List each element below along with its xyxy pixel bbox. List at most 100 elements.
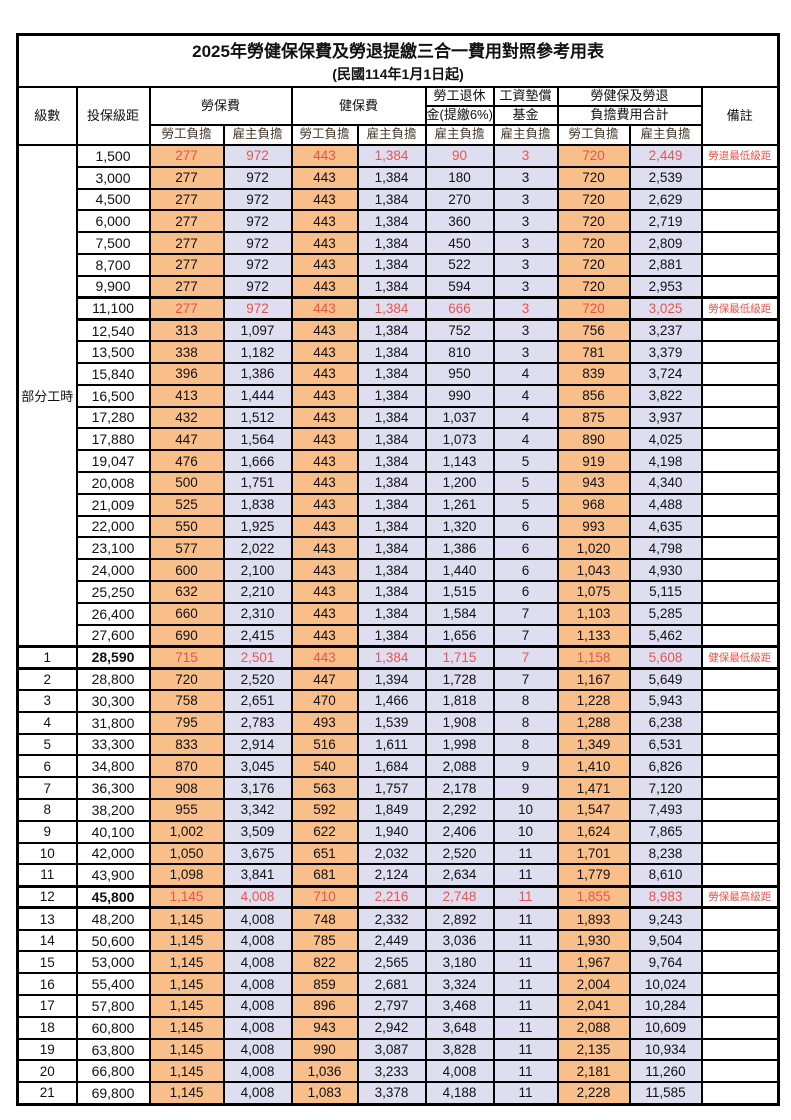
table-row: 19 63,800 1,145 4,008 990 3,087 3,828 11 2,135 10… — [16, 1037, 780, 1062]
remark-cell — [700, 754, 780, 779]
table-row: 4 31,800 795 2,783 493 1,539 1,908 8 1,288 6,238 — [16, 710, 780, 735]
health-employee-cell: 443 — [290, 187, 359, 212]
pension-employer-cell: 594 — [424, 274, 495, 299]
remark-cell: 勞保最高級距 — [700, 884, 780, 910]
salary-cell: 26,400 — [75, 601, 151, 626]
remark-cell — [700, 558, 780, 582]
pension-employer-cell: 3,828 — [424, 1037, 495, 1062]
remark-cell — [700, 1015, 780, 1040]
health-employee-cell: 443 — [290, 558, 359, 582]
remark-cell — [700, 318, 780, 343]
remark-cell — [700, 165, 780, 190]
table-row: 17,280 432 1,512 443 1,384 1,037 4 875 3,937 — [18, 405, 780, 430]
labor-employee-cell: 396 — [148, 361, 225, 386]
labor-employee-cell: 758 — [148, 688, 225, 713]
total-employer-cell: 5,285 — [628, 601, 703, 626]
labor-employee-cell: 1,145 — [148, 972, 225, 997]
pension-employer-cell: 666 — [424, 296, 495, 321]
labor-employer-cell: 2,415 — [222, 623, 293, 648]
table-row: 24,000 600 2,100 443 1,384 1,440 6 1,043 4,930 — [18, 558, 780, 582]
wage-fund-employer-cell: 11 — [492, 950, 559, 975]
table-row: 26,400 660 2,310 443 1,384 1,584 7 1,103 5,285 — [18, 601, 780, 626]
wage-fund-employer-cell: 11 — [492, 841, 559, 866]
health-employer-cell: 1,384 — [356, 361, 427, 386]
labor-employee-cell: 277 — [148, 274, 225, 299]
health-employee-cell: 443 — [290, 492, 359, 517]
pension-employer-cell: 450 — [424, 231, 495, 255]
wage-fund-employer-cell: 6 — [492, 579, 559, 604]
health-employer-cell: 1,384 — [356, 231, 427, 255]
health-employer-cell: 2,797 — [356, 994, 427, 1018]
remark-cell: 勞退最低級距 — [700, 144, 780, 168]
salary-cell: 28,590 — [75, 644, 151, 670]
total-employer-cell: 10,024 — [628, 972, 703, 997]
labor-employee-cell: 795 — [148, 710, 225, 735]
health-employer-cell: 1,384 — [356, 644, 427, 670]
salary-cell: 69,800 — [75, 1081, 151, 1106]
health-employer-cell: 2,681 — [356, 972, 427, 997]
labor-employee-cell: 1,145 — [148, 1081, 225, 1106]
total-employer-cell: 5,649 — [628, 667, 703, 691]
pension-employer-cell: 1,998 — [424, 732, 495, 757]
health-employee-cell: 443 — [290, 361, 359, 386]
level-cell: 16 — [16, 972, 78, 997]
wage-fund-employer-cell: 7 — [492, 644, 559, 670]
salary-cell: 25,250 — [75, 579, 151, 604]
health-employer-cell: 1,849 — [356, 797, 427, 822]
health-employer-cell: 1,384 — [356, 470, 427, 495]
level-cell: 6 — [16, 754, 78, 779]
labor-employee-cell: 1,145 — [148, 906, 225, 931]
total-employer-cell: 4,930 — [628, 558, 703, 582]
total-employer-cell: 10,609 — [628, 1015, 703, 1040]
labor-employer-cell: 2,651 — [222, 688, 293, 713]
health-employer-cell: 2,124 — [356, 863, 427, 888]
total-employer-cell: 7,120 — [628, 776, 703, 800]
total-employee-cell: 875 — [556, 405, 631, 430]
pension-employer-cell: 1,386 — [424, 536, 495, 561]
header-labor-employer-share: 雇主負擔 — [222, 124, 293, 146]
total-employee-cell: 2,135 — [556, 1037, 631, 1062]
salary-cell: 30,300 — [75, 688, 151, 713]
labor-employer-cell: 1,925 — [222, 514, 293, 539]
salary-cell: 20,008 — [75, 470, 151, 495]
page-subtitle: (民國114年1月1日起) — [332, 65, 464, 82]
labor-employee-cell: 413 — [148, 383, 225, 408]
health-employee-cell: 681 — [290, 863, 359, 888]
total-employee-cell: 890 — [556, 427, 631, 452]
total-employee-cell: 1,228 — [556, 688, 631, 713]
labor-employer-cell: 3,342 — [222, 797, 293, 822]
pension-employer-cell: 2,520 — [424, 841, 495, 866]
health-employee-cell: 443 — [290, 623, 359, 648]
table-row: 20 66,800 1,145 4,008 1,036 3,233 4,008 11 2,181… — [16, 1059, 780, 1084]
labor-employer-cell: 2,501 — [222, 644, 293, 670]
salary-cell: 48,200 — [75, 906, 151, 931]
total-employee-cell: 1,349 — [556, 732, 631, 757]
salary-cell: 66,800 — [75, 1059, 151, 1084]
salary-cell: 45,800 — [75, 884, 151, 910]
pension-employer-cell: 1,440 — [424, 558, 495, 582]
total-employee-cell: 1,103 — [556, 601, 631, 626]
total-employee-cell: 1,288 — [556, 710, 631, 735]
total-employer-cell: 7,865 — [628, 819, 703, 844]
wage-fund-employer-cell: 3 — [492, 209, 559, 234]
wage-fund-employer-cell: 11 — [492, 972, 559, 997]
table-row: 16,500 413 1,444 443 1,384 990 4 856 3,822 — [18, 383, 780, 408]
salary-cell: 33,300 — [75, 732, 151, 757]
labor-employer-cell: 1,564 — [222, 427, 293, 452]
labor-employee-cell: 833 — [148, 732, 225, 757]
wage-fund-employer-cell: 8 — [492, 732, 559, 757]
total-employee-cell: 720 — [556, 296, 631, 321]
level-cell: 17 — [16, 994, 78, 1018]
salary-cell: 38,200 — [75, 797, 151, 822]
labor-employer-cell: 4,008 — [222, 950, 293, 975]
salary-cell: 15,840 — [75, 361, 151, 386]
total-employer-cell: 5,943 — [628, 688, 703, 713]
health-employer-cell: 1,394 — [356, 667, 427, 691]
total-employee-cell: 856 — [556, 383, 631, 408]
salary-cell: 63,800 — [75, 1037, 151, 1062]
labor-employee-cell: 500 — [148, 470, 225, 495]
total-employer-cell: 4,635 — [628, 514, 703, 539]
table-row: 9,900 277 972 443 1,384 594 3 720 2,953 — [18, 274, 780, 299]
remark-cell — [700, 449, 780, 473]
salary-cell: 36,300 — [75, 776, 151, 800]
